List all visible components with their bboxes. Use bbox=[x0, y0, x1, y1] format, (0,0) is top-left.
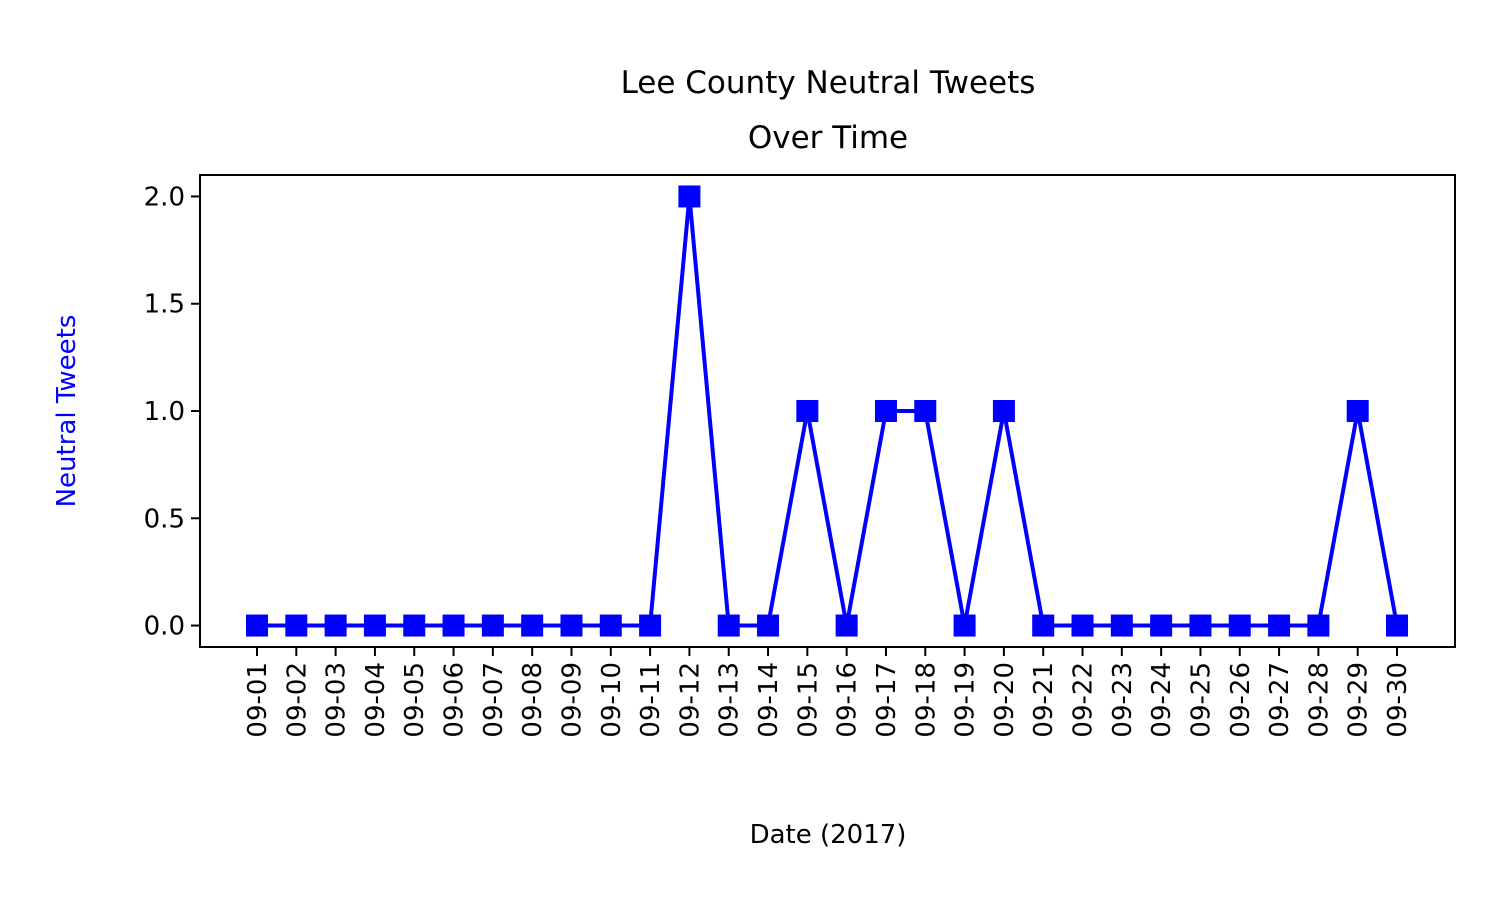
y-axis-label: Neutral Tweets bbox=[52, 315, 82, 508]
x-tick-label: 09-07 bbox=[479, 662, 509, 738]
x-axis-label: Date (2017) bbox=[750, 820, 907, 850]
data-point-marker bbox=[1032, 614, 1055, 637]
x-tick-label: 09-23 bbox=[1108, 662, 1138, 738]
data-point-marker bbox=[992, 400, 1015, 422]
data-point-marker bbox=[1110, 614, 1133, 637]
x-tick-label: 09-26 bbox=[1226, 662, 1256, 738]
x-tick-label: 09-30 bbox=[1383, 662, 1413, 738]
series-layer bbox=[246, 185, 1408, 637]
chart-title-line-2: Over Time bbox=[748, 120, 908, 156]
plot-area-frame bbox=[199, 174, 1456, 648]
data-point-marker bbox=[1228, 614, 1251, 637]
data-point-marker bbox=[796, 400, 819, 422]
data-point-marker bbox=[521, 614, 544, 637]
y-axis: 0.0 0.5 1.0 1.5 2.0 bbox=[144, 182, 200, 642]
y-tick-label: 0.0 bbox=[144, 612, 185, 642]
data-point-marker bbox=[717, 614, 740, 637]
data-point-marker bbox=[1346, 400, 1369, 422]
data-point-marker bbox=[874, 400, 897, 422]
data-point-marker bbox=[324, 614, 347, 637]
data-point-marker bbox=[1386, 614, 1408, 637]
data-point-marker bbox=[1268, 614, 1291, 637]
x-tick-label: 09-06 bbox=[440, 662, 470, 738]
x-tick-label: 09-22 bbox=[1069, 662, 1099, 738]
data-point-marker bbox=[403, 614, 426, 637]
data-point-marker bbox=[481, 614, 504, 637]
y-tick-label: 1.0 bbox=[144, 397, 185, 427]
x-tick-label: 09-24 bbox=[1147, 662, 1177, 738]
data-point-marker bbox=[953, 614, 976, 637]
x-tick-label: 09-09 bbox=[557, 662, 587, 738]
data-point-marker bbox=[1150, 614, 1173, 637]
data-point-marker bbox=[246, 614, 268, 637]
x-tick-label: 09-02 bbox=[282, 662, 312, 738]
data-point-marker bbox=[914, 400, 937, 422]
x-tick-label: 09-14 bbox=[754, 662, 784, 738]
x-axis: 09-01 09-02 09-03 09-04 09-05 09-06 09-07 09-08… bbox=[243, 647, 1413, 738]
data-point-marker bbox=[285, 614, 308, 637]
x-tick-label: 09-12 bbox=[675, 662, 705, 738]
data-point-marker bbox=[560, 614, 583, 637]
x-tick-label: 09-13 bbox=[715, 662, 745, 738]
x-tick-label: 09-27 bbox=[1265, 662, 1295, 738]
x-tick-label: 09-05 bbox=[400, 662, 430, 738]
x-tick-label: 09-19 bbox=[951, 662, 981, 738]
chart-title-line-1: Lee County Neutral Tweets bbox=[621, 65, 1036, 101]
x-tick-label: 09-10 bbox=[597, 662, 627, 738]
data-point-marker bbox=[639, 614, 662, 637]
y-tick-label: 1.5 bbox=[144, 290, 185, 320]
x-tick-label: 09-18 bbox=[911, 662, 941, 738]
x-tick-label: 09-03 bbox=[322, 662, 352, 738]
x-tick-label: 09-20 bbox=[990, 662, 1020, 738]
x-tick-label: 09-16 bbox=[833, 662, 863, 738]
y-tick-label: 0.5 bbox=[144, 504, 185, 534]
x-tick-label: 09-08 bbox=[518, 662, 548, 738]
data-point-marker bbox=[835, 614, 858, 637]
x-tick-label: 09-01 bbox=[243, 662, 273, 738]
x-tick-label: 09-21 bbox=[1029, 662, 1059, 738]
x-tick-label: 09-25 bbox=[1186, 662, 1216, 738]
data-point-marker bbox=[1189, 614, 1212, 637]
data-point-marker bbox=[1307, 614, 1330, 637]
data-point-marker bbox=[599, 614, 622, 637]
x-tick-label: 09-29 bbox=[1344, 662, 1374, 738]
data-point-marker bbox=[757, 614, 780, 637]
data-point-marker bbox=[678, 185, 701, 208]
y-tick-label: 2.0 bbox=[144, 182, 185, 212]
data-point-marker bbox=[363, 614, 386, 637]
x-tick-label: 09-15 bbox=[793, 662, 823, 738]
x-tick-label: 09-04 bbox=[361, 662, 391, 738]
x-tick-label: 09-17 bbox=[872, 662, 902, 738]
x-tick-label: 09-28 bbox=[1304, 662, 1334, 738]
data-point-marker bbox=[1071, 614, 1094, 637]
x-tick-label: 09-11 bbox=[636, 662, 666, 738]
series-line bbox=[257, 196, 1399, 628]
data-point-marker bbox=[442, 614, 465, 637]
